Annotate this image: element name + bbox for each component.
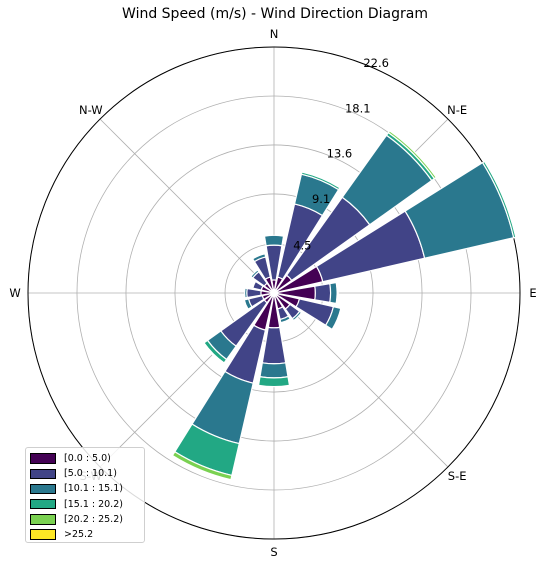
direction-label-s: S: [270, 545, 277, 559]
grid-spoke-3: [99, 118, 275, 294]
legend-entry: [15.1 : 20.2): [30, 497, 140, 512]
radial-tick-label-0: 4.5: [293, 239, 311, 253]
bar-sector-11-bin-4: [171, 450, 233, 481]
bar-sector-15-bin-2: [324, 305, 342, 331]
legend-label: [10.1 : 15.1): [64, 483, 123, 495]
legend-label: [20.2 : 25.2): [64, 513, 123, 525]
direction-label-s-e: S-E: [448, 469, 467, 483]
legend-entry: [20.2 : 25.2): [30, 512, 140, 527]
direction-label-n-e: N-E: [447, 103, 467, 117]
radial-tick-label-3: 18.1: [345, 101, 371, 115]
grid-spoke-7: [273, 292, 449, 468]
legend-swatch: [30, 453, 56, 464]
wind-bars: [171, 129, 517, 481]
legend-entry: [0.0 : 5.0): [30, 451, 140, 466]
bar-sector-12-bin-1: [261, 326, 287, 365]
bar-sector-13-bin-2: [279, 315, 291, 324]
direction-label-n: N: [270, 27, 279, 41]
legend-entry: [5.0 : 10.1): [30, 466, 140, 481]
legend-label: [15.1 : 20.2): [64, 498, 123, 510]
polar-frame: [27, 46, 521, 540]
legend-swatch: [30, 483, 56, 495]
bar-sector-0-bin-2: [329, 281, 338, 305]
bar-sector-1-bin-3: [481, 160, 517, 239]
direction-label-n-w: N-W: [79, 103, 103, 117]
legend-entry: >25.2: [30, 527, 140, 542]
radial-tick-label-1: 9.1: [312, 192, 330, 206]
bar-sector-3-bin-3: [300, 171, 341, 191]
bar-sector-6-bin-2: [250, 269, 260, 279]
chart-title: Wind Speed (m/s) - Wind Direction Diagra…: [122, 6, 428, 22]
bar-sector-0-bin-3: [335, 281, 339, 305]
legend-label: [0.0 : 5.0): [64, 453, 111, 465]
bar-sector-12-bin-2: [259, 362, 289, 379]
bar-sector-12-bin-3: [257, 376, 291, 388]
bar-sector-8-bin-2: [244, 287, 248, 299]
axis-labels: EN-ENN-WWS-WSS-E4.59.113.618.122.6: [9, 27, 536, 559]
legend-entry: [10.1 : 15.1): [30, 481, 140, 496]
legend-swatch: [30, 529, 56, 540]
bar-sector-5-bin-2: [251, 253, 267, 263]
direction-label-e: E: [529, 286, 536, 300]
legend-label: [5.0 : 10.1): [64, 468, 117, 480]
legend: [0.0 : 5.0) [5.0 : 10.1) [10.1 : 15.1) [15.…: [25, 447, 145, 543]
bar-sector-2-bin-4: [387, 129, 438, 180]
bar-sector-10-bin-4: [202, 342, 225, 365]
legend-label: >25.2: [64, 529, 94, 541]
bar-sector-4-bin-2: [263, 234, 285, 247]
bar-sector-14-bin-2: [291, 310, 303, 322]
radial-tick-label-4: 22.6: [363, 56, 389, 70]
legend-swatch: [30, 468, 56, 480]
bar-sector-0-bin-1: [314, 282, 332, 304]
radial-tick-label-2: 13.6: [327, 147, 353, 161]
bar-sector-9-bin-2: [243, 298, 253, 310]
legend-swatch: [30, 498, 56, 510]
legend-swatch: [30, 514, 56, 525]
bar-sector-7-bin-2: [251, 280, 257, 289]
direction-label-w: W: [9, 286, 20, 300]
